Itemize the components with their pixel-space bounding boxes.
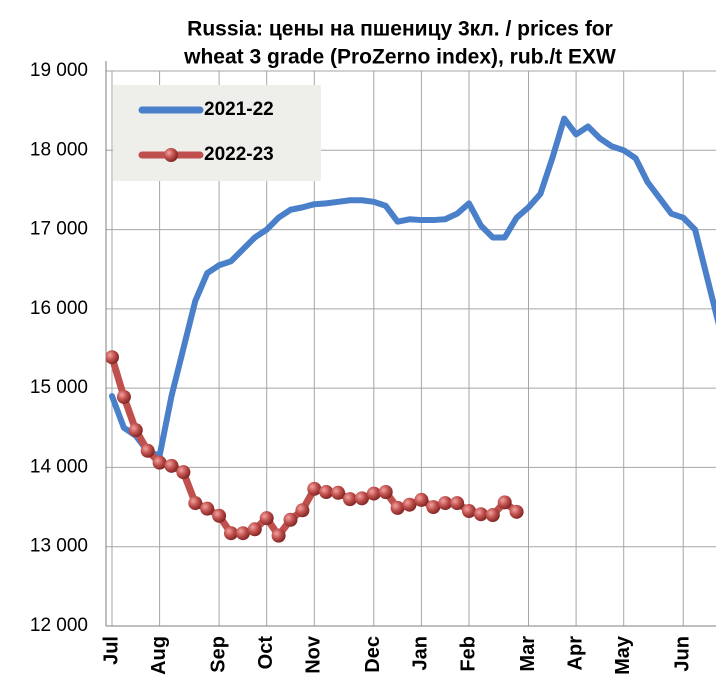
y-tick-label: 13 000 [30, 536, 88, 557]
x-tick-label: Jun [671, 636, 693, 672]
chart-title: wheat 3 grade (ProZerno index), rub./t E… [183, 46, 616, 69]
marker [319, 485, 334, 500]
chart-title: Russia: цены на пшеницу 3кл. / prices fo… [187, 18, 613, 41]
marker [485, 508, 500, 522]
marker [343, 492, 357, 507]
marker [224, 526, 238, 541]
marker [378, 485, 393, 500]
marker [366, 486, 381, 501]
x-tick-label: May [612, 635, 634, 675]
marker [354, 491, 369, 506]
y-tick-label: 18 000 [30, 139, 88, 160]
x-tick-label: Feb [457, 636, 479, 672]
marker [235, 526, 250, 541]
marker [438, 496, 453, 511]
marker [140, 443, 155, 458]
x-tick-label: Sep [207, 636, 229, 673]
y-tick-label: 16 000 [30, 298, 88, 319]
marker [116, 389, 131, 404]
y-tick-label: 14 000 [30, 456, 88, 477]
marker [450, 496, 465, 511]
marker [426, 500, 441, 515]
legend-label: 2022-23 [204, 144, 274, 165]
x-tick-label: Dec [362, 636, 384, 673]
marker [402, 497, 417, 512]
y-tick-label: 19 000 [30, 60, 88, 81]
marker [295, 503, 310, 518]
marker [200, 501, 215, 516]
marker [176, 465, 191, 480]
x-tick-label: Jan [410, 636, 432, 670]
marker [152, 455, 167, 470]
marker [271, 528, 286, 543]
marker [247, 522, 262, 537]
marker [473, 507, 488, 522]
y-tick-label: 12 000 [30, 615, 88, 636]
marker [509, 504, 524, 519]
x-tick-label: Oct [255, 636, 277, 670]
marker [128, 423, 143, 438]
marker [390, 500, 405, 515]
y-tick-label: 17 000 [30, 219, 88, 240]
legend-box [113, 85, 321, 181]
marker [331, 485, 346, 500]
x-tick-label: Aug [148, 636, 170, 675]
marker [106, 350, 119, 365]
marker [283, 512, 298, 527]
legend-label: 2021-22 [204, 99, 274, 120]
marker [164, 458, 179, 473]
marker [259, 511, 274, 526]
x-tick-label: Jul [100, 636, 122, 665]
marker [497, 495, 512, 510]
marker [414, 492, 429, 507]
y-tick-label: 15 000 [30, 377, 88, 398]
x-tick-label: Mar [517, 636, 539, 672]
marker [307, 481, 322, 496]
x-tick-label: Apr [564, 636, 586, 671]
marker [462, 504, 476, 519]
x-tick-label: Nov [303, 635, 325, 674]
series-line [109, 115, 716, 459]
marker [212, 508, 227, 523]
marker [188, 496, 203, 511]
legend-marker [164, 148, 178, 162]
